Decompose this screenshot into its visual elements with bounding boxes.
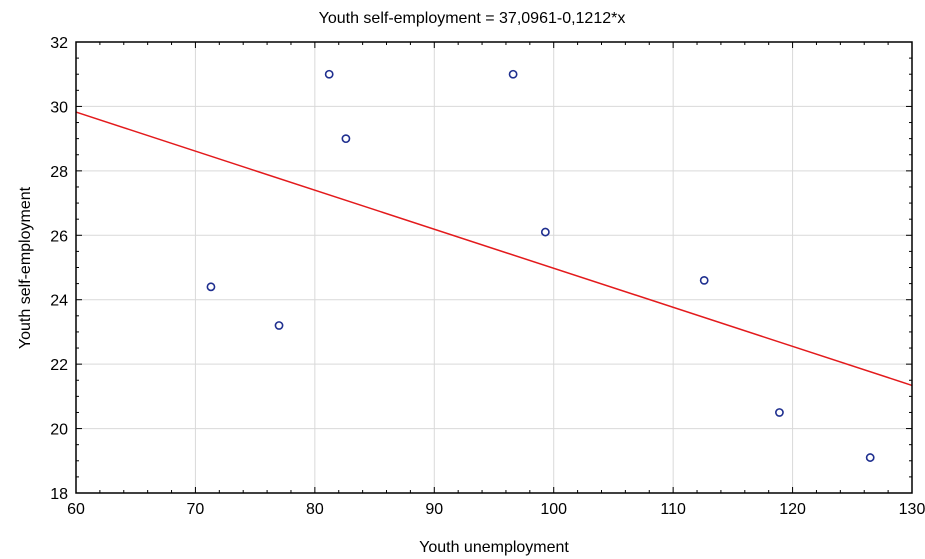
data-point [540, 227, 550, 237]
y-tick-label: 30 [50, 99, 68, 116]
data-point [274, 321, 284, 330]
y-tick-label: 32 [50, 35, 68, 52]
x-tick-label: 90 [425, 501, 443, 518]
x-tick-label: 80 [306, 501, 324, 518]
x-tick-label: 110 [660, 501, 686, 518]
grid [75, 41, 913, 494]
x-tick-label: 60 [67, 501, 85, 518]
chart-title: Youth self-employment = 37,0961-0,1212*x [319, 10, 626, 27]
x-tick-label: 120 [779, 501, 806, 518]
data-point [508, 69, 518, 79]
data-point [775, 408, 784, 417]
data-point [865, 453, 875, 462]
x-axis-label: Youth unemployment [419, 539, 569, 556]
points-group [206, 69, 875, 462]
data-point [341, 134, 351, 144]
plot-background [76, 42, 912, 493]
y-tick-labels: 18 20 22 24 26 28 30 32 [50, 35, 68, 503]
regression-line [75, 111, 913, 387]
y-tick-label: 28 [50, 164, 68, 181]
y-tick-label: 22 [50, 357, 68, 374]
y-tick-label: 20 [50, 422, 68, 439]
x-tick-label: 130 [899, 501, 925, 518]
x-tick-labels: 60 70 80 90 100 110 120 130 [67, 501, 925, 518]
x-tick-label: 70 [187, 501, 205, 518]
data-point [324, 69, 334, 79]
data-point [699, 275, 709, 285]
ticks-group [75, 41, 913, 494]
y-axis-label: Youth self-employment [17, 186, 34, 349]
y-tick-label: 24 [50, 293, 68, 310]
fit-line-group [75, 111, 913, 387]
x-tick-label: 100 [540, 501, 567, 518]
y-tick-label: 26 [50, 228, 68, 245]
y-tick-label: 18 [50, 486, 68, 503]
data-point [206, 282, 216, 292]
